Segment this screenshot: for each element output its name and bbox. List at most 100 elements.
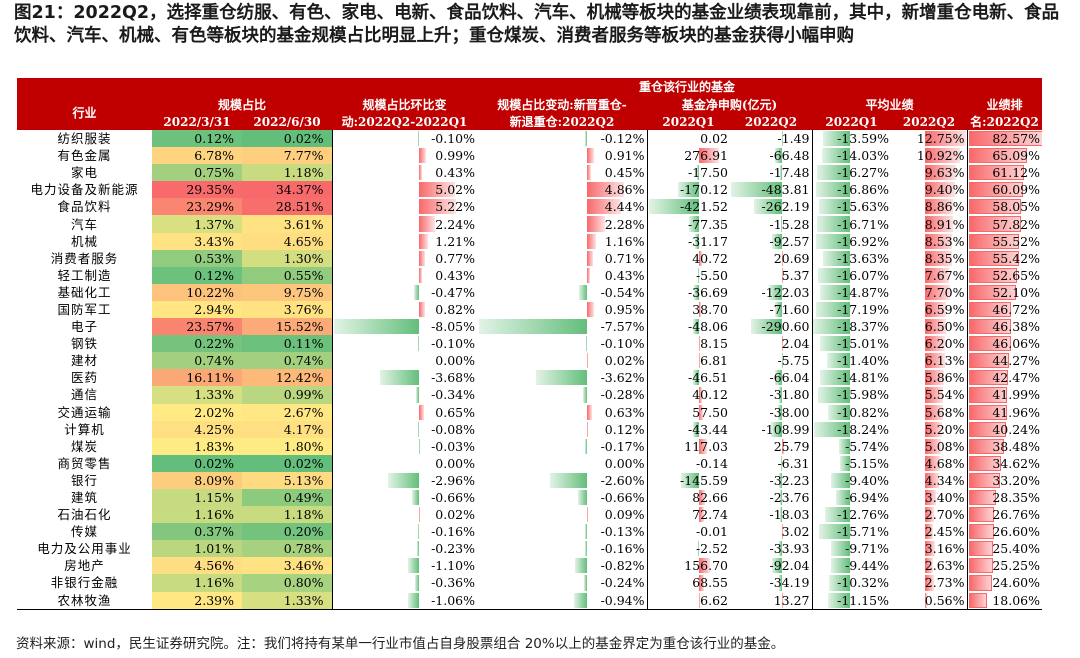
r-bar [968, 182, 1024, 198]
share-s1-cell: 0.12% [152, 130, 242, 148]
p1-value: -15.63% [837, 199, 889, 215]
c2-value: -0.28% [600, 387, 645, 403]
f2-cell: -1.49 [730, 130, 812, 147]
f2-bar [778, 575, 783, 591]
f2-value: -71.60 [769, 301, 810, 317]
p2-value: 6.13% [924, 353, 965, 369]
f2-value: 20.69 [773, 250, 810, 266]
p2-bar [924, 199, 954, 215]
f2-bar [774, 301, 783, 318]
p1-bar [838, 438, 851, 454]
f1-cell: 57.50 [646, 403, 730, 421]
r-value: 60.09% [992, 182, 1040, 198]
share-s1-cell: 1.16% [152, 574, 242, 592]
figure-title: 图21：2022Q2，选择重仓纺服、有色、家电、电新、食品饮料、汽车、机械等板块… [14, 3, 1060, 46]
r-bar [968, 284, 1017, 300]
c2-value: 4.86% [604, 182, 645, 198]
r-bar [968, 541, 993, 557]
f1-cell: 38.70 [646, 300, 730, 319]
share-s1-cell: 2.02% [152, 403, 242, 421]
p2-value: 5.86% [924, 370, 965, 386]
p1-value: -5.15% [845, 455, 889, 471]
c1-bar [415, 387, 420, 403]
p1-value: -16.71% [837, 216, 889, 232]
p1-cell: -17.19% [811, 300, 891, 319]
f2-bar [731, 182, 783, 198]
r-cell: 82.57% [966, 130, 1042, 148]
c2-value: -0.17% [600, 438, 645, 454]
f1-cell: -77.35 [646, 215, 730, 233]
c2-bar [587, 507, 588, 523]
c1-value: -0.08% [431, 421, 475, 437]
p2-cell: 4.34% [891, 472, 967, 489]
f2-bar [778, 387, 783, 403]
r-value: 46.38% [992, 319, 1040, 335]
c2-value: 0.63% [604, 404, 645, 420]
share-s2-cell: 1.33% [242, 591, 332, 610]
r-cell: 40.24% [966, 420, 1042, 438]
header-share-q1: 2022/3/31 [152, 113, 242, 130]
f2-bar [775, 148, 783, 164]
p1-value: -13.59% [837, 131, 889, 147]
r-value: 65.09% [992, 148, 1040, 164]
share-s2-cell: 2.67% [242, 403, 332, 421]
r-bar [968, 472, 1000, 488]
industry-name: 国防军工 [57, 301, 112, 317]
industry-name: 机械 [70, 233, 98, 249]
p1-value: -12.76% [837, 507, 889, 523]
f2-cell: -262.19 [730, 198, 812, 215]
f2-cell: -18.03 [730, 506, 812, 523]
share-s2-cell: 0.78% [242, 540, 332, 558]
c1-bar [418, 131, 420, 147]
f2-bar [780, 507, 783, 523]
r-cell: 52.65% [966, 266, 1042, 284]
table-row: 电力及公用事业 1.01% 0.78% -0.23% -0.16% -2.52 -33.93… [17, 540, 1042, 558]
share-s1-cell: 0.22% [152, 335, 242, 353]
industry-name: 房地产 [64, 558, 105, 574]
r-bar [968, 507, 995, 523]
header-share-q2: 2022/6/30 [242, 113, 332, 130]
c1-cell: 0.43% [331, 164, 477, 182]
f2-cell: -66.04 [730, 369, 812, 386]
f2-cell: 3.02 [730, 523, 812, 540]
f2-value: -66.48 [769, 148, 810, 164]
f2-value: 25.79 [773, 438, 810, 454]
p1-bar [824, 507, 851, 523]
f1-value: 38.70 [692, 301, 728, 317]
p2-cell: 5.86% [891, 369, 967, 386]
c1-bar [419, 148, 427, 164]
p1-bar [821, 148, 851, 164]
p1-cell: -13.59% [811, 130, 891, 148]
f1-value: 276.91 [684, 148, 728, 164]
p1-value: -14.81% [837, 370, 889, 386]
share-s2-cell: 0.11% [242, 335, 332, 353]
p2-bar [924, 575, 934, 591]
industry-name: 银行 [70, 472, 98, 488]
table-row: 传媒 0.37% 0.20% -0.16% -0.13% -0.01 3.02 -15.71%… [17, 523, 1042, 541]
f2-bar [775, 370, 783, 386]
f1-value: 40.12 [692, 387, 728, 403]
f1-cell: -43.44 [646, 420, 730, 438]
c1-value: 0.65% [435, 404, 475, 420]
c1-value: -0.34% [431, 387, 475, 403]
c1-bar [419, 404, 424, 420]
c2-bar [587, 233, 597, 249]
c1-bar [418, 336, 420, 352]
r-value: 26.76% [992, 507, 1040, 523]
f2-value: -32.23 [769, 472, 810, 488]
p2-cell: 6.13% [891, 352, 967, 369]
p2-cell: 10.92% [891, 147, 967, 164]
p2-cell: 0.56% [891, 591, 967, 610]
c1-cell: -3.68% [331, 369, 477, 387]
r-bar [968, 438, 1005, 454]
f2-value: -92.57 [769, 233, 810, 249]
r-cell: 41.99% [966, 386, 1042, 404]
c1-value: -0.36% [431, 575, 475, 591]
p2-value: 3.16% [924, 541, 965, 557]
p2-cell: 3.40% [891, 489, 967, 506]
f1-cell: 72.74 [646, 506, 730, 524]
p2-cell: 2.45% [891, 523, 967, 540]
p1-bar [820, 336, 851, 352]
c2-cell: 4.44% [477, 198, 647, 215]
p2-value: 8.86% [924, 199, 965, 215]
